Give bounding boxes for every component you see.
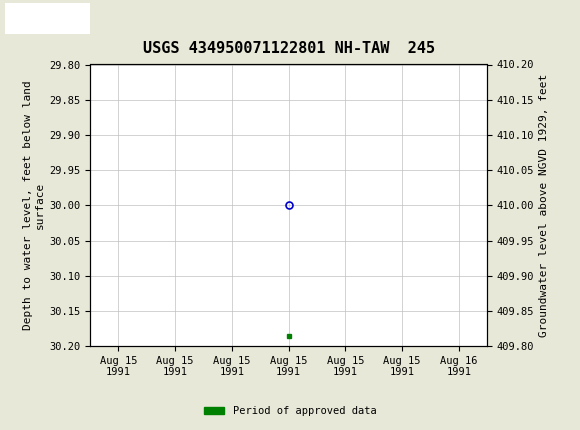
Y-axis label: Depth to water level, feet below land
surface: Depth to water level, feet below land su… xyxy=(23,80,45,330)
Title: USGS 434950071122801 NH-TAW  245: USGS 434950071122801 NH-TAW 245 xyxy=(143,41,434,56)
Bar xyxy=(5,3,90,34)
Y-axis label: Groundwater level above NGVD 1929, feet: Groundwater level above NGVD 1929, feet xyxy=(539,74,549,337)
Legend: Period of approved data: Period of approved data xyxy=(200,402,380,421)
Text: ≡USGS: ≡USGS xyxy=(8,10,53,25)
Text: USGS: USGS xyxy=(15,9,66,27)
